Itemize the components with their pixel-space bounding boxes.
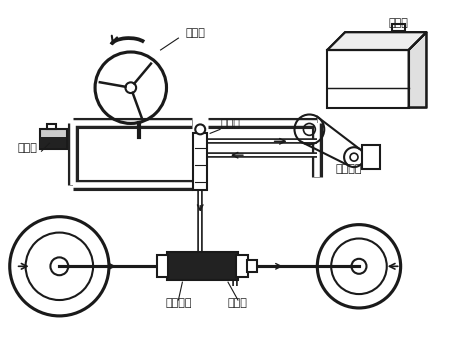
Bar [235,255,247,277]
Circle shape [125,82,136,93]
Polygon shape [326,32,425,50]
Bar [40,137,66,148]
Polygon shape [408,32,425,108]
Circle shape [195,124,205,134]
Text: 动力缸: 动力缸 [228,298,247,308]
Bar [246,260,256,272]
Bar [156,255,168,277]
Bar [193,133,207,190]
Text: 转向盘: 转向盘 [185,28,205,38]
Text: 控制阀: 控制阀 [219,119,240,129]
Bar [47,124,56,129]
Text: 发动机: 发动机 [388,18,408,28]
Bar [392,24,404,31]
Text: 储油罐: 储油罐 [17,143,38,153]
Bar [39,129,67,149]
Bar [361,145,379,169]
Text: 助力油泵: 助力油泵 [335,164,362,174]
Text: 动力活塞: 动力活塞 [165,298,191,308]
Bar [166,252,237,280]
Bar [326,50,408,108]
